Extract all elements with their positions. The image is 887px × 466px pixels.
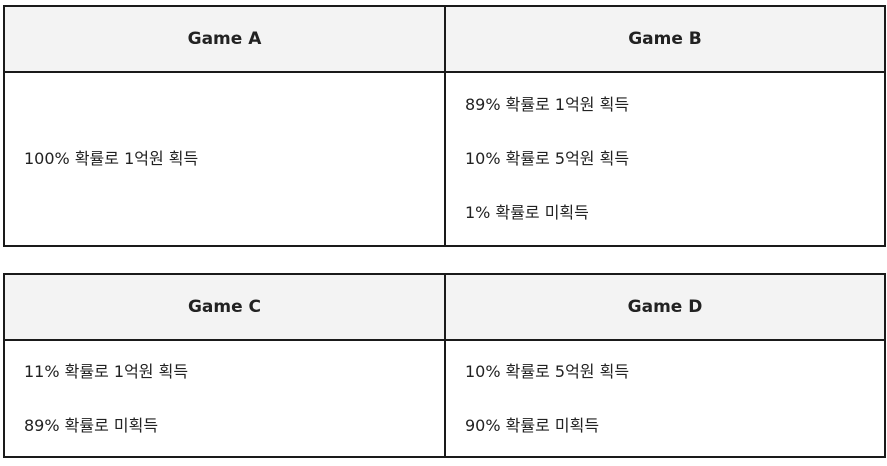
- header-game-b: Game B: [444, 5, 886, 73]
- outcome-line: 89% 확률로 미획득: [24, 415, 159, 435]
- table-row: 11% 확률로 1억원 획득 89% 확률로 미획득 10% 확률로 5억원 획…: [3, 339, 886, 458]
- table-header-row: Game C Game D: [3, 273, 886, 341]
- outcome-line: 1% 확률로 미획득: [465, 203, 589, 222]
- outcome-line: 11% 확률로 1억원 획득: [24, 361, 189, 381]
- header-game-d: Game D: [444, 273, 886, 341]
- header-game-c: Game C: [3, 273, 446, 341]
- outcome-line: 10% 확률로 5억원 획득: [465, 361, 630, 381]
- game-table-ab: Game A Game B 100% 확률로 1억원 획득 89% 확률로 1억…: [3, 5, 886, 247]
- cell-game-b: 89% 확률로 1억원 획득 10% 확률로 5억원 획득 1% 확률로 미획득: [444, 71, 886, 247]
- outcome-line: 89% 확률로 1억원 획득: [465, 95, 630, 114]
- table-row: 100% 확률로 1억원 획득 89% 확률로 1억원 획득 10% 확률로 5…: [3, 71, 886, 247]
- cell-game-c: 11% 확률로 1억원 획득 89% 확률로 미획득: [3, 339, 446, 458]
- outcome-line: 100% 확률로 1억원 획득: [24, 149, 199, 168]
- game-table-cd: Game C Game D 11% 확률로 1억원 획득 89% 확률로 미획득…: [3, 273, 886, 458]
- outcome-line: 90% 확률로 미획득: [465, 415, 600, 435]
- outcome-line: 10% 확률로 5억원 획득: [465, 149, 630, 168]
- header-game-a: Game A: [3, 5, 446, 73]
- cell-game-d: 10% 확률로 5억원 획득 90% 확률로 미획득: [444, 339, 886, 458]
- cell-game-a: 100% 확률로 1억원 획득: [3, 71, 446, 247]
- table-header-row: Game A Game B: [3, 5, 886, 73]
